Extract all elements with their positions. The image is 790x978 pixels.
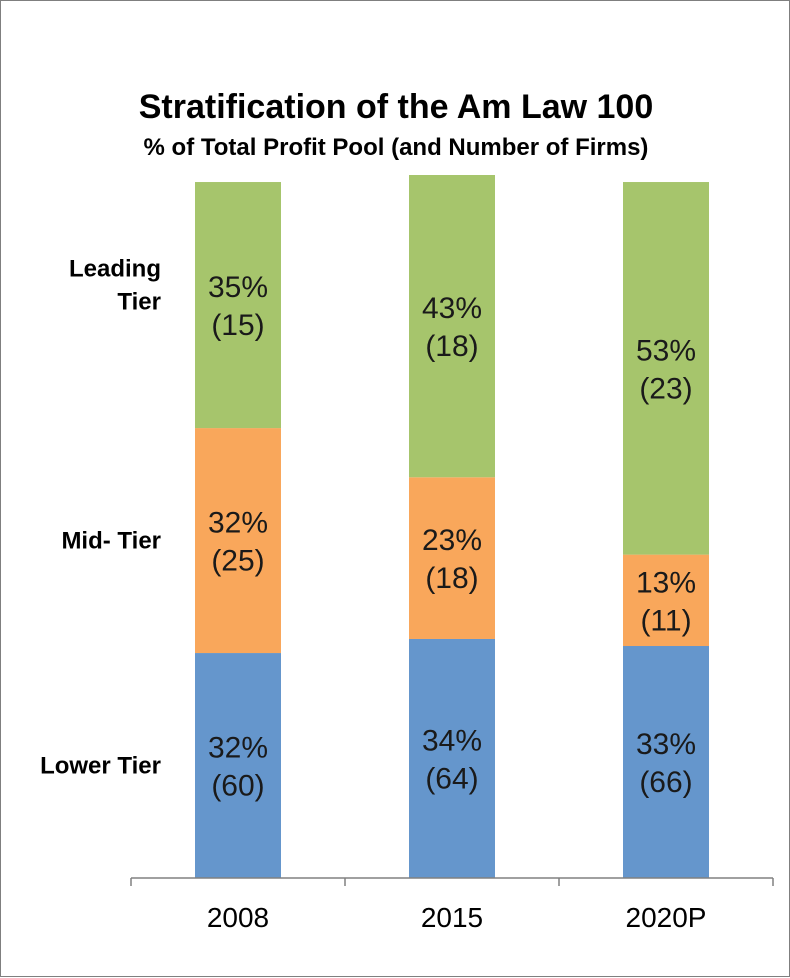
data-label-firms-mid-tier-2008: (25): [211, 545, 264, 578]
chart-title: Stratification of the Am Law 100: [139, 88, 654, 126]
chart-subtitle: % of Total Profit Pool (and Number of Fi…: [144, 134, 649, 161]
data-label-pct-mid-tier-2020p: 13%: [636, 566, 696, 599]
category-label-2020p: 2020P: [626, 902, 707, 933]
tier-label-lower: Lower Tier: [40, 753, 161, 780]
tier-label-mid: Mid- Tier: [61, 528, 161, 555]
data-label-firms-lower-tier-2015: (64): [425, 762, 478, 795]
data-label-firms-leading-tier-2008: (15): [211, 309, 264, 342]
bar-segment-leading-tier-2020p: [623, 182, 709, 555]
data-label-pct-lower-tier-2008: 32%: [208, 732, 268, 765]
data-label-pct-leading-tier-2008: 35%: [208, 271, 268, 304]
data-label-pct-leading-tier-2015: 43%: [422, 292, 482, 325]
x-axis: [130, 877, 774, 886]
data-label-pct-mid-tier-2008: 32%: [208, 507, 268, 540]
data-label-firms-lower-tier-2020p: (66): [639, 766, 692, 799]
category-label-2015: 2015: [421, 902, 483, 933]
data-label-firms-mid-tier-2015: (18): [425, 562, 478, 595]
data-label-pct-mid-tier-2015: 23%: [422, 524, 482, 557]
tier-label-leading-line-2: Tier: [117, 289, 161, 316]
data-label-firms-mid-tier-2020p: (11): [640, 604, 691, 637]
segment-labels-layer: 32% (60) 32% (25) 35% (15) 34% (64) 23% (18) 43% (1…: [208, 271, 696, 802]
data-label-pct-leading-tier-2020p: 53%: [636, 334, 696, 367]
category-label-2008: 2008: [207, 902, 269, 933]
bar-segment-lower-tier-2008: [195, 653, 281, 878]
bar-segment-leading-tier-2008: [195, 182, 281, 429]
tier-labels-layer: Lower Tier Mid- Tier Leading Tier: [40, 256, 161, 780]
bar-segment-mid-tier-2008: [195, 428, 281, 654]
data-label-firms-leading-tier-2015: (18): [425, 330, 478, 363]
data-label-firms-lower-tier-2008: (60): [211, 770, 264, 803]
bars-layer: [195, 175, 709, 878]
bar-segment-leading-tier-2015: [409, 175, 495, 478]
data-label-pct-lower-tier-2020p: 33%: [636, 728, 696, 761]
tier-label-leading-line-1: Leading: [69, 256, 161, 283]
bar-segment-lower-tier-2020p: [623, 646, 709, 878]
bar-segment-mid-tier-2020p: [623, 554, 709, 647]
bar-segment-lower-tier-2015: [409, 638, 495, 878]
data-label-firms-leading-tier-2020p: (23): [639, 372, 692, 405]
bar-segment-mid-tier-2015: [409, 477, 495, 639]
data-label-pct-lower-tier-2015: 34%: [422, 724, 482, 757]
category-labels-layer: 2008 2015 2020P: [207, 902, 707, 933]
